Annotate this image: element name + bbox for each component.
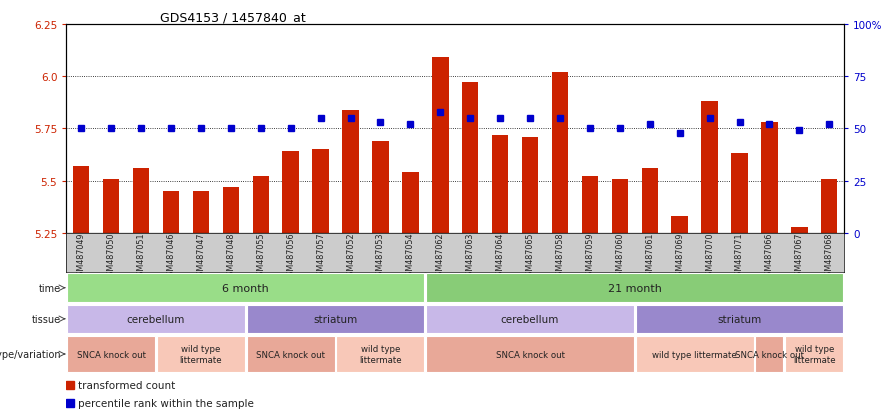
Bar bbox=[462, 83, 478, 233]
Bar bbox=[103, 179, 119, 233]
Bar bbox=[157, 336, 245, 372]
Text: wild type
littermate: wild type littermate bbox=[179, 344, 222, 364]
Bar bbox=[522, 138, 538, 233]
Bar bbox=[73, 166, 89, 233]
Text: wild type
littermate: wild type littermate bbox=[359, 344, 401, 364]
Bar bbox=[67, 274, 424, 302]
Bar bbox=[402, 173, 419, 233]
Bar bbox=[636, 336, 753, 372]
Bar bbox=[247, 305, 424, 333]
Text: wild type
littermate: wild type littermate bbox=[793, 344, 835, 364]
Bar bbox=[755, 336, 783, 372]
Bar bbox=[821, 179, 837, 233]
Bar bbox=[193, 192, 210, 233]
Bar bbox=[432, 58, 448, 233]
Bar bbox=[312, 150, 329, 233]
Bar bbox=[133, 169, 149, 233]
Text: time: time bbox=[39, 283, 61, 293]
Bar bbox=[761, 123, 778, 233]
Bar bbox=[492, 135, 508, 233]
Bar bbox=[612, 179, 628, 233]
Bar bbox=[552, 73, 568, 233]
Bar bbox=[283, 152, 299, 233]
Bar bbox=[372, 142, 389, 233]
Bar bbox=[672, 217, 688, 233]
Text: cerebellum: cerebellum bbox=[501, 314, 560, 324]
Text: SNCA knock out: SNCA knock out bbox=[256, 350, 325, 358]
Bar bbox=[426, 336, 634, 372]
Bar bbox=[223, 188, 239, 233]
Text: 6 month: 6 month bbox=[223, 283, 270, 293]
Bar bbox=[253, 177, 269, 233]
Bar bbox=[642, 169, 658, 233]
Bar bbox=[342, 110, 359, 233]
Bar bbox=[731, 154, 748, 233]
Text: cerebellum: cerebellum bbox=[127, 314, 186, 324]
Text: transformed count: transformed count bbox=[79, 380, 176, 390]
Bar bbox=[791, 227, 808, 233]
Text: 21 month: 21 month bbox=[608, 283, 662, 293]
Text: SNCA knock out: SNCA knock out bbox=[496, 350, 565, 358]
Text: percentile rank within the sample: percentile rank within the sample bbox=[79, 398, 255, 408]
Bar bbox=[426, 305, 634, 333]
Bar bbox=[247, 336, 335, 372]
Bar bbox=[582, 177, 598, 233]
Text: SNCA knock out: SNCA knock out bbox=[77, 350, 146, 358]
Text: SNCA knock out: SNCA knock out bbox=[735, 350, 804, 358]
Text: wild type littermate: wild type littermate bbox=[652, 350, 737, 358]
Bar bbox=[67, 305, 245, 333]
Bar bbox=[426, 274, 843, 302]
Bar bbox=[701, 102, 718, 233]
Text: striatum: striatum bbox=[718, 314, 762, 324]
Text: striatum: striatum bbox=[314, 314, 358, 324]
Bar bbox=[163, 192, 179, 233]
Text: genotype/variation: genotype/variation bbox=[0, 349, 61, 359]
Text: GDS4153 / 1457840_at: GDS4153 / 1457840_at bbox=[160, 11, 305, 24]
Bar bbox=[636, 305, 843, 333]
Bar bbox=[337, 336, 424, 372]
Text: tissue: tissue bbox=[32, 314, 61, 324]
Bar bbox=[785, 336, 843, 372]
Bar bbox=[67, 336, 156, 372]
